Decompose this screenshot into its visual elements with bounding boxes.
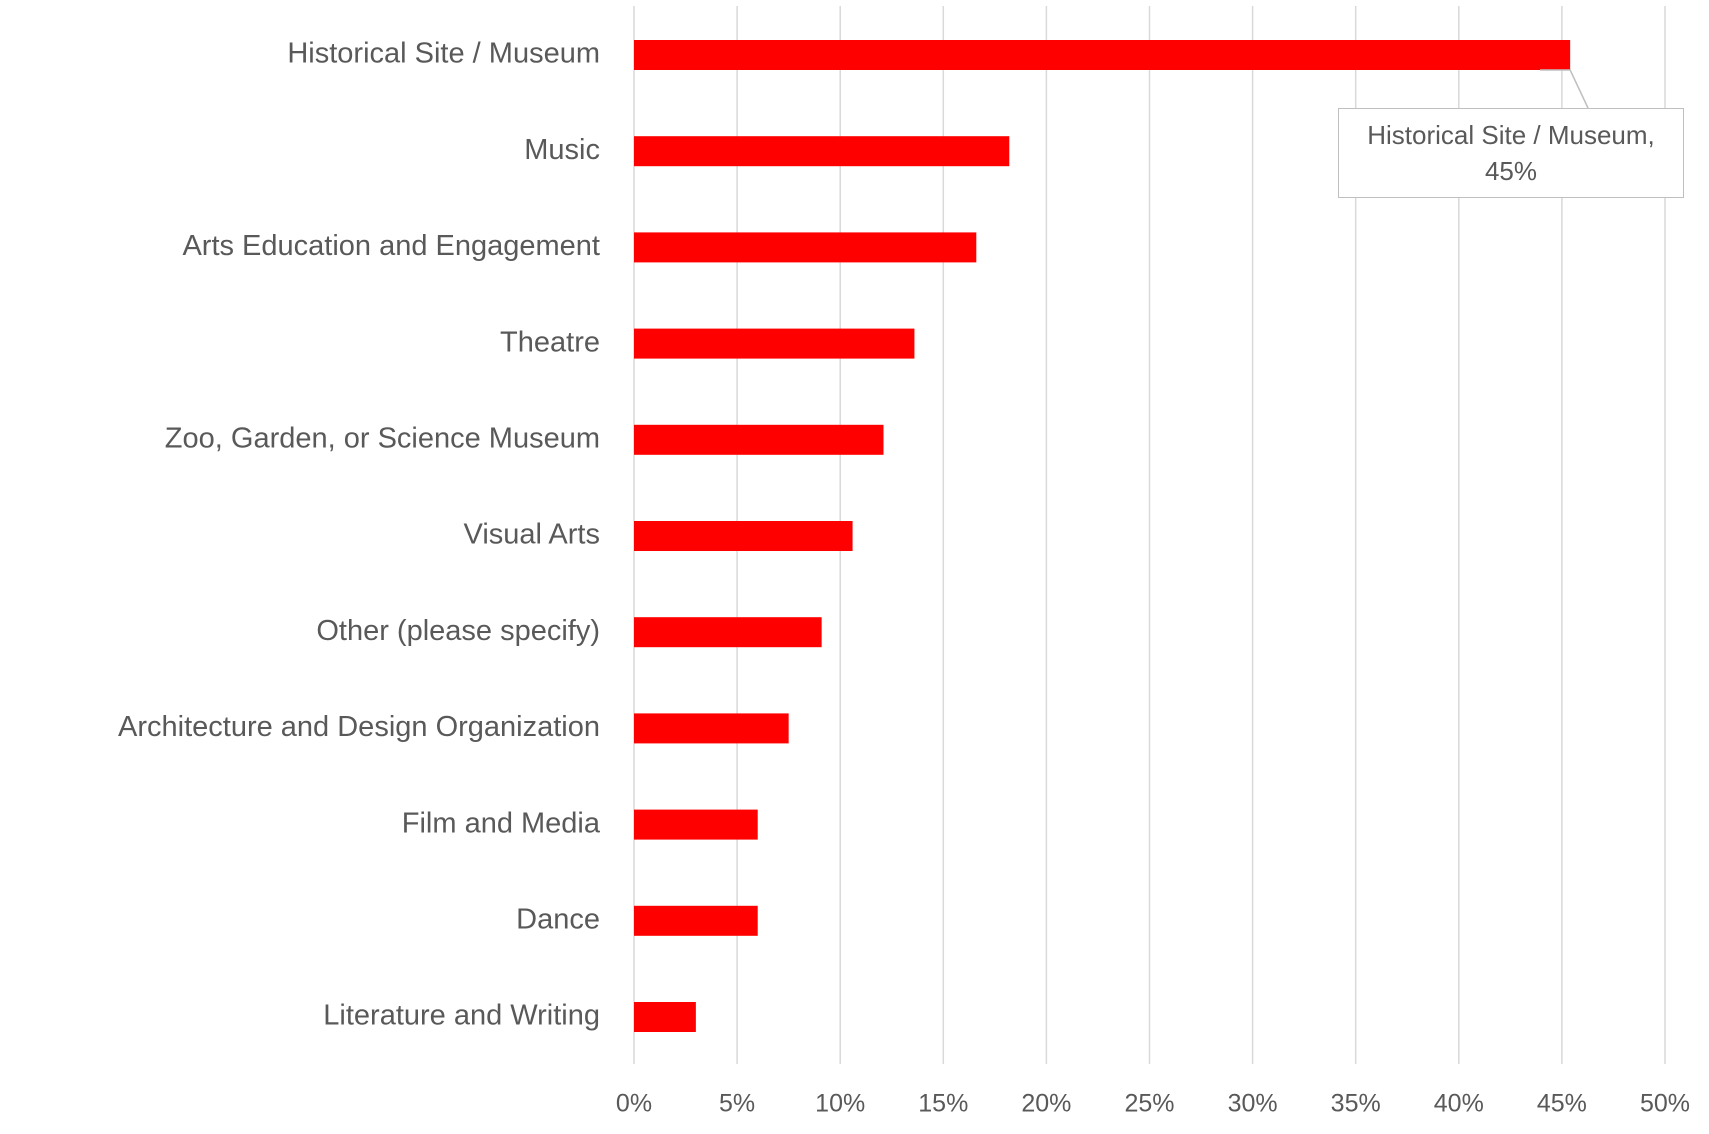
bar	[634, 232, 977, 263]
data-label: Historical Site / Museum, 45%	[1338, 108, 1684, 198]
category-label: Film and Media	[402, 807, 601, 839]
x-tick-label: 40%	[1434, 1090, 1484, 1118]
x-tick-label: 30%	[1228, 1090, 1278, 1118]
callout-leader	[1540, 69, 1589, 109]
x-tick-label: 45%	[1537, 1090, 1587, 1118]
x-tick-label: 5%	[719, 1090, 755, 1118]
x-tick-label: 25%	[1124, 1090, 1174, 1118]
category-label: Architecture and Design Organization	[118, 711, 600, 743]
x-tick-label: 15%	[918, 1090, 968, 1118]
bar	[634, 713, 789, 744]
category-label: Visual Arts	[464, 519, 600, 551]
x-tick-label: 20%	[1021, 1090, 1071, 1118]
bar	[634, 328, 915, 359]
category-label: Theatre	[500, 326, 600, 358]
category-label: Historical Site / Museum	[287, 38, 600, 70]
bar	[634, 136, 1010, 167]
x-tick-label: 50%	[1640, 1090, 1690, 1118]
bar	[634, 905, 758, 936]
bar	[634, 40, 1571, 70]
x-tick-label: 0%	[616, 1090, 652, 1118]
bar	[634, 424, 884, 455]
category-label: Literature and Writing	[323, 1000, 600, 1032]
category-label: Other (please specify)	[316, 615, 600, 647]
category-label: Zoo, Garden, or Science Museum	[165, 422, 600, 454]
category-label: Dance	[516, 903, 600, 935]
category-label: Arts Education and Engagement	[182, 230, 600, 262]
x-tick-label: 35%	[1331, 1090, 1381, 1118]
bar	[634, 1002, 696, 1032]
bar	[634, 521, 853, 551]
bar	[634, 617, 822, 648]
x-tick-label: 10%	[815, 1090, 865, 1118]
category-label: Music	[524, 134, 600, 166]
bar	[634, 809, 758, 840]
